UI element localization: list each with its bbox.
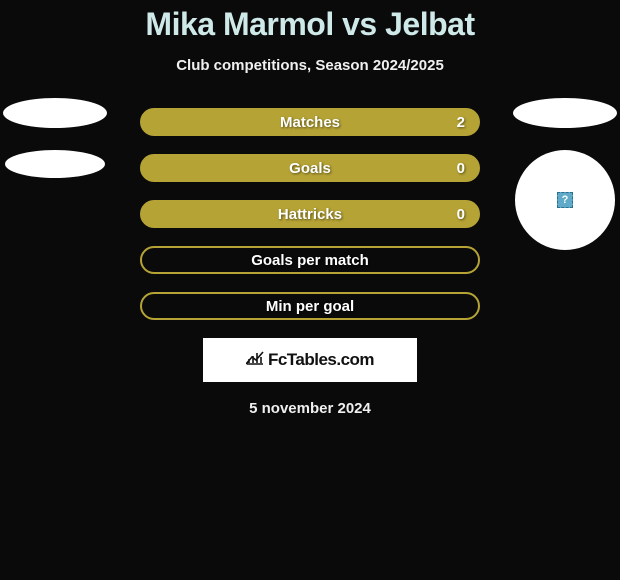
stat-label: Hattricks	[278, 206, 342, 223]
stat-value: 0	[457, 160, 465, 177]
image-missing-icon: ?	[557, 192, 573, 208]
subtitle: Club competitions, Season 2024/2025	[0, 57, 620, 74]
avatar-placeholder	[3, 98, 107, 128]
player-left-avatars	[0, 98, 110, 178]
logo-text: FcTables.com	[246, 350, 374, 370]
page-title: Mika Marmol vs Jelbat	[0, 6, 620, 43]
stat-label: Min per goal	[266, 298, 354, 315]
stat-label: Matches	[280, 114, 340, 131]
stat-bar-goals: Goals 0	[140, 154, 480, 182]
player-right-avatars: ?	[510, 98, 620, 250]
stat-bar-min-per-goal: Min per goal	[140, 292, 480, 320]
stat-value: 0	[457, 206, 465, 223]
stat-bars: Matches 2 Goals 0 Hattricks 0 Goals per …	[140, 108, 480, 320]
stat-bar-matches: Matches 2	[140, 108, 480, 136]
chart-icon	[246, 351, 264, 370]
logo-label: FcTables.com	[268, 350, 374, 369]
avatar-placeholder	[513, 98, 617, 128]
stat-label: Goals per match	[251, 252, 369, 269]
comparison-infographic: Mika Marmol vs Jelbat Club competitions,…	[0, 0, 620, 417]
source-logo: FcTables.com	[203, 338, 417, 382]
avatar-placeholder-circle: ?	[515, 150, 615, 250]
stat-label: Goals	[289, 160, 331, 177]
stat-bar-hattricks: Hattricks 0	[140, 200, 480, 228]
stat-bar-goals-per-match: Goals per match	[140, 246, 480, 274]
chart-area: ? Matches 2 Goals 0 Hattricks 0 Goals pe…	[0, 108, 620, 417]
stat-value: 2	[457, 114, 465, 131]
avatar-placeholder	[5, 150, 105, 178]
date-label: 5 november 2024	[0, 400, 620, 417]
